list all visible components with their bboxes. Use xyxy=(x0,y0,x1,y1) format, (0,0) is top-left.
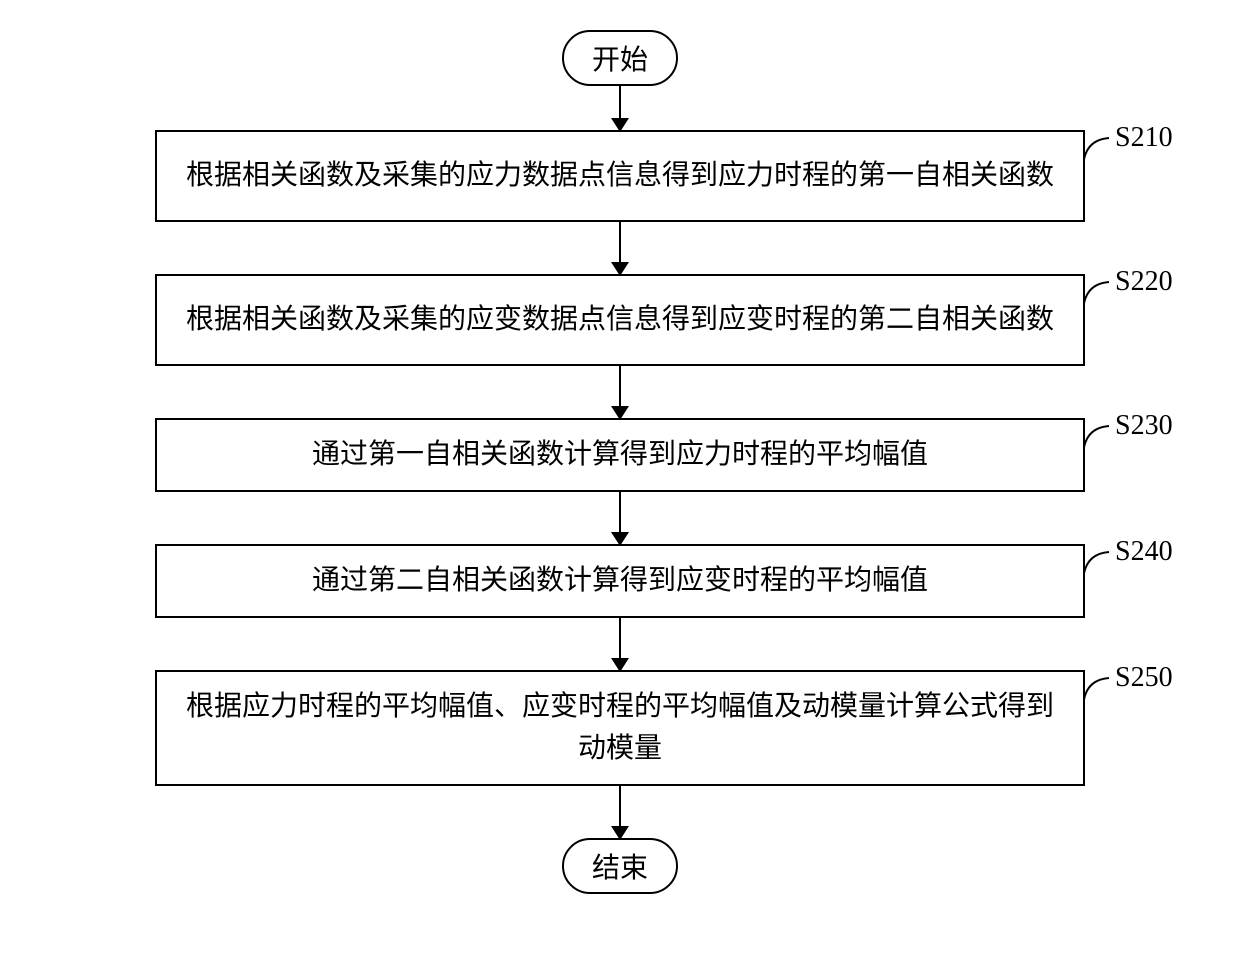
step-id-label: S250 xyxy=(1115,662,1173,694)
arrow-connector xyxy=(619,366,621,418)
process-box: 通过第一自相关函数计算得到应力时程的平均幅值 xyxy=(155,418,1085,492)
process-text: 根据应力时程的平均幅值、应变时程的平均幅值及动模量计算公式得到动模量 xyxy=(177,686,1063,770)
step-row: 通过第二自相关函数计算得到应变时程的平均幅值 S240 xyxy=(70,544,1170,618)
step-id-label: S230 xyxy=(1115,410,1173,442)
process-text: 根据相关函数及采集的应力数据点信息得到应力时程的第一自相关函数 xyxy=(186,155,1054,197)
step-row: 通过第一自相关函数计算得到应力时程的平均幅值 S230 xyxy=(70,418,1170,492)
connector-curve xyxy=(1083,672,1113,714)
step-label-wrap: S220 xyxy=(1085,274,1173,366)
connector-curve xyxy=(1083,420,1113,462)
start-label: 开始 xyxy=(592,45,648,76)
step-label-wrap: S210 xyxy=(1085,130,1173,222)
process-text: 通过第二自相关函数计算得到应变时程的平均幅值 xyxy=(312,560,928,602)
arrow-connector xyxy=(619,618,621,670)
arrow-connector xyxy=(619,492,621,544)
end-terminal: 结束 xyxy=(562,838,678,894)
step-label-wrap: S230 xyxy=(1085,418,1173,492)
connector-curve xyxy=(1083,546,1113,588)
step-row: 根据相关函数及采集的应变数据点信息得到应变时程的第二自相关函数 S220 xyxy=(70,274,1170,366)
end-label: 结束 xyxy=(592,853,648,884)
step-id-label: S220 xyxy=(1115,266,1173,298)
steps-container: 根据相关函数及采集的应力数据点信息得到应力时程的第一自相关函数S210根据相关函… xyxy=(70,130,1170,838)
process-box: 根据相关函数及采集的应变数据点信息得到应变时程的第二自相关函数 xyxy=(155,274,1085,366)
step-id-label: S240 xyxy=(1115,536,1173,568)
connector-curve xyxy=(1083,132,1113,174)
step-label-wrap: S240 xyxy=(1085,544,1173,618)
process-box: 根据相关函数及采集的应力数据点信息得到应力时程的第一自相关函数 xyxy=(155,130,1085,222)
step-label-wrap: S250 xyxy=(1085,670,1173,786)
arrow-connector xyxy=(619,786,621,838)
process-box: 根据应力时程的平均幅值、应变时程的平均幅值及动模量计算公式得到动模量 xyxy=(155,670,1085,786)
step-row: 根据应力时程的平均幅值、应变时程的平均幅值及动模量计算公式得到动模量 S250 xyxy=(70,670,1170,786)
step-row: 根据相关函数及采集的应力数据点信息得到应力时程的第一自相关函数 S210 xyxy=(70,130,1170,222)
process-text: 根据相关函数及采集的应变数据点信息得到应变时程的第二自相关函数 xyxy=(186,299,1054,341)
process-text: 通过第一自相关函数计算得到应力时程的平均幅值 xyxy=(312,434,928,476)
step-id-label: S210 xyxy=(1115,122,1173,154)
arrow-start xyxy=(619,86,621,130)
process-box: 通过第二自相关函数计算得到应变时程的平均幅值 xyxy=(155,544,1085,618)
connector-curve xyxy=(1083,276,1113,318)
flowchart-container: 开始 根据相关函数及采集的应力数据点信息得到应力时程的第一自相关函数S210根据… xyxy=(70,30,1170,894)
arrow-connector xyxy=(619,222,621,274)
start-terminal: 开始 xyxy=(562,30,678,86)
